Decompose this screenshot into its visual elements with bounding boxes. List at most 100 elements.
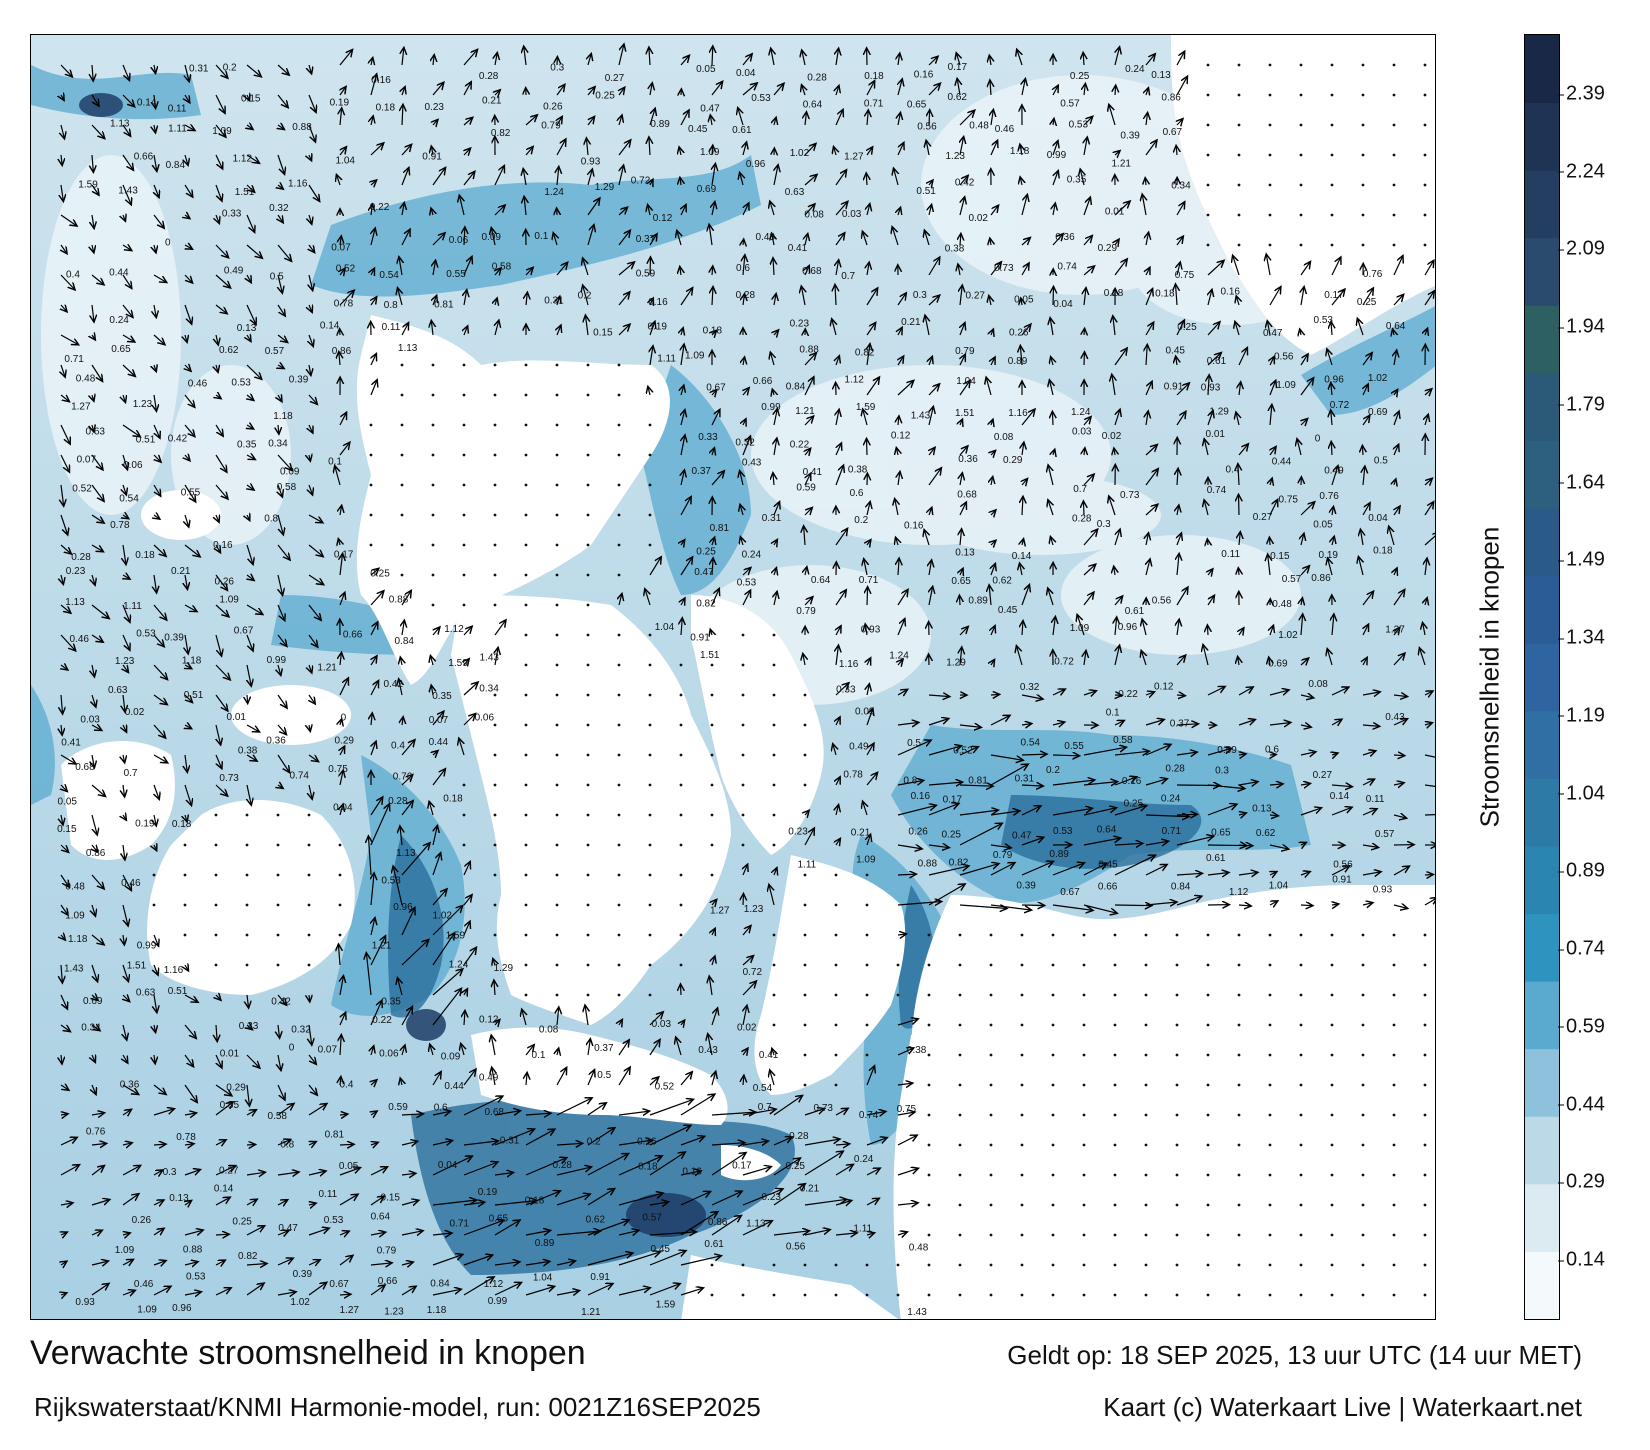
speed-label: 0.96 (172, 1303, 192, 1314)
current-arrow (494, 165, 504, 186)
speed-label: 0.23 (790, 319, 810, 330)
current-speed-map[interactable]: 0.31 0.2 0.16 0.28 0.3 0.27 0.05 0.04 0.28 0.18 0.… (30, 34, 1436, 1320)
speed-label: 0.86 (708, 1217, 728, 1228)
current-arrow (833, 744, 836, 756)
grid-dot (245, 933, 249, 937)
current-arrow (1301, 598, 1303, 605)
current-arrow (1424, 260, 1434, 276)
current-arrow (896, 537, 899, 546)
grid-dot (648, 813, 652, 817)
grid-dot (1361, 93, 1365, 97)
speed-label: 0.09 (441, 1052, 461, 1063)
grid-dot (1330, 1173, 1334, 1177)
grid-dot (1268, 1203, 1272, 1207)
colorbar-tick-label: 0.74 (1558, 937, 1605, 960)
current-arrow (1146, 559, 1150, 576)
speed-label: 0.67 (329, 1279, 349, 1290)
speed-label: 0.46 (121, 878, 141, 889)
grid-dot (710, 873, 714, 877)
speed-label: 0.14 (1330, 791, 1350, 802)
grid-dot (1206, 933, 1210, 937)
current-arrow (61, 124, 65, 139)
grid-dot (462, 513, 466, 517)
current-arrow (588, 53, 591, 66)
speed-label: 1.43 (911, 410, 931, 421)
current-arrow (277, 454, 292, 471)
current-arrow (154, 845, 157, 851)
current-arrow (277, 244, 292, 261)
current-arrow (711, 588, 719, 606)
current-arrow (1393, 905, 1408, 909)
current-arrow (1053, 118, 1054, 125)
current-arrow (989, 55, 991, 66)
speed-label: 0.21 (482, 95, 502, 106)
current-arrow (1238, 464, 1239, 486)
grid-dot (586, 993, 590, 997)
speed-label: 1.27 (710, 906, 730, 917)
grid-dot (1175, 1233, 1179, 1237)
grid-dot (1144, 1203, 1148, 1207)
current-arrow (1393, 755, 1405, 756)
current-arrow (1145, 902, 1177, 905)
speed-label: 0.65 (951, 576, 971, 587)
grid-dot (679, 813, 683, 817)
speed-label: 0.88 (389, 594, 409, 605)
current-arrow (1389, 526, 1394, 546)
colorbar-band (1525, 981, 1559, 1050)
current-arrow (340, 553, 343, 576)
land-middle (451, 595, 731, 1025)
grid-dot (1082, 1143, 1086, 1147)
current-arrow (154, 515, 160, 519)
speed-label: 0.09 (855, 706, 875, 717)
speed-label: 0.47 (694, 567, 714, 578)
speed-label: 0.19 (135, 819, 155, 830)
current-arrow (61, 154, 62, 166)
current-arrow (834, 146, 837, 156)
grid-dot (493, 483, 497, 487)
current-arrow (897, 740, 931, 756)
current-arrow (712, 266, 713, 276)
grid-dot (1361, 243, 1365, 247)
colorbar-band (1525, 372, 1559, 441)
grid-dot (896, 1293, 900, 1297)
current-arrow (1269, 845, 1289, 849)
grid-dot (1237, 1053, 1241, 1057)
current-arrow (1022, 479, 1028, 486)
current-arrow (463, 861, 470, 876)
grid-dot (834, 873, 838, 877)
current-arrow (680, 110, 689, 126)
current-arrow (1176, 145, 1177, 156)
speed-label: 0.74 (1057, 262, 1077, 273)
colorbar-tick-label: 2.39 (1558, 82, 1605, 105)
current-arrow (123, 544, 126, 565)
grid-dot (555, 633, 559, 637)
current-arrow (1114, 777, 1137, 786)
current-arrow (61, 364, 65, 377)
current-arrow (463, 682, 478, 696)
speed-label: 0.29 (1003, 455, 1023, 466)
grid-dot (1268, 1113, 1272, 1117)
speed-label: 0.46 (70, 634, 90, 645)
speed-label: 1.24 (544, 187, 564, 198)
current-arrow (278, 214, 283, 223)
speed-label: 0.81 (710, 523, 730, 534)
current-arrow (1114, 905, 1152, 906)
grid-dot (1237, 213, 1241, 217)
grid-dot (865, 1263, 869, 1267)
grid-dot (772, 783, 776, 787)
speed-label: 0.65 (489, 1213, 509, 1224)
current-arrow (495, 320, 499, 336)
grid-dot (1268, 1083, 1272, 1087)
current-arrow (401, 801, 413, 816)
speed-label: 0.72 (743, 967, 763, 978)
speed-label: 0.54 (1021, 737, 1041, 748)
current-arrow (1269, 723, 1291, 726)
current-arrow (459, 738, 464, 756)
current-arrow (432, 769, 446, 786)
current-arrow (805, 266, 809, 276)
speed-label: 0.46 (995, 124, 1015, 135)
current-arrow (1115, 47, 1120, 66)
current-arrow (153, 664, 168, 680)
land-west-coast (61, 741, 175, 860)
current-arrow (246, 604, 263, 615)
